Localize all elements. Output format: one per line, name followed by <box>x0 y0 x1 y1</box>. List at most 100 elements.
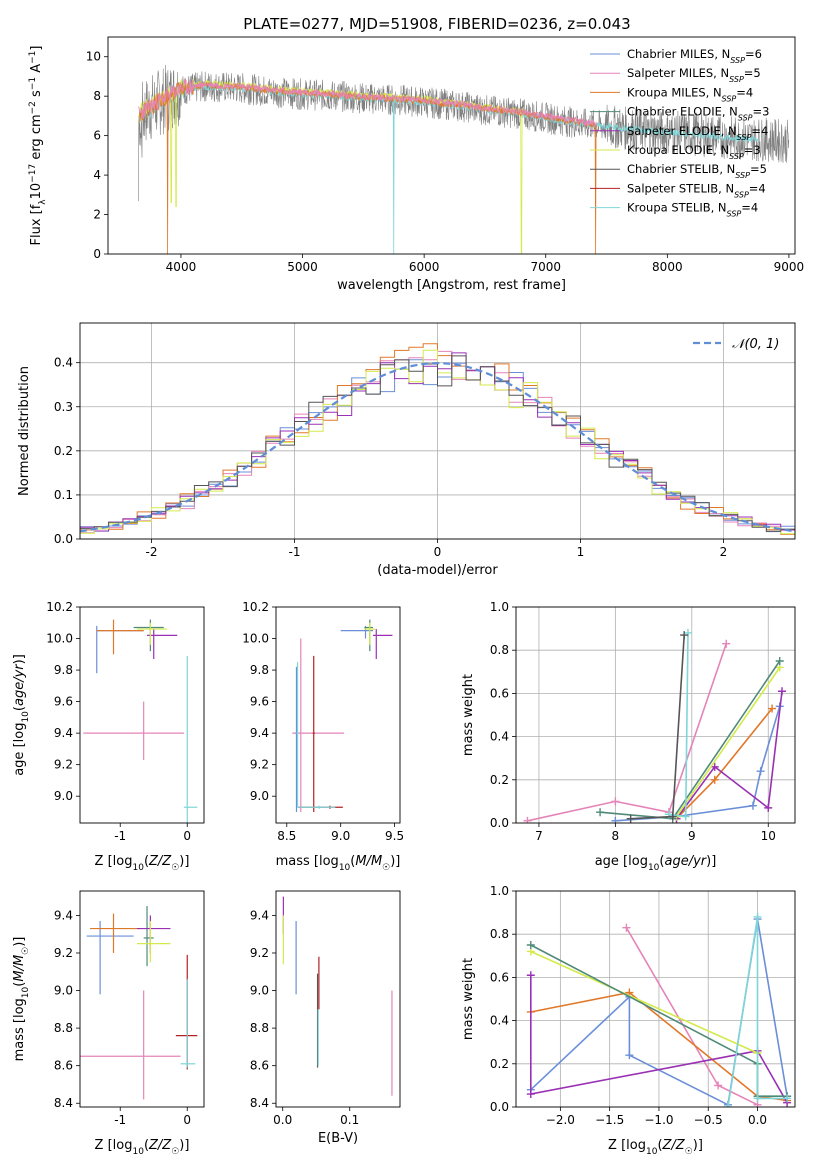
y-tick-label: 0.6 <box>490 686 509 700</box>
label-part: erg cm <box>29 114 44 163</box>
label-part: 10 <box>339 863 351 873</box>
label-part: ] <box>29 46 44 51</box>
y-tick-label: 8.8 <box>54 1021 73 1035</box>
x-axis-label: E(B-V) <box>318 1131 358 1146</box>
x-axis-label: wavelength [Angstrom, rest frame] <box>337 278 566 293</box>
x-tick-label: 1 <box>577 545 585 559</box>
y-tick-label: 1.0 <box>490 884 509 898</box>
mass-vs-ebv-panel: 0.0 0.1 8.4 8.6 8.8 9.0 9.2 9.4 E(B-V) <box>250 890 401 1146</box>
y-tick-label: 0.0 <box>490 1100 509 1114</box>
y-axis-label: mass weight <box>461 674 476 756</box>
axes-frame <box>79 322 796 540</box>
x-tick-label: 4000 <box>166 260 197 274</box>
data-point <box>625 1051 634 1060</box>
residual-histogram-panel: -2 -1 0 1 2 0.0 0.1 0.2 0.3 0.4 (data-model)/error… <box>17 322 796 578</box>
weight-line <box>675 691 783 820</box>
y-tick-label: 9.0 <box>250 984 269 998</box>
x-tick-label: 0.0 <box>748 1113 767 1127</box>
label-part: M/M <box>12 955 27 982</box>
x-tick-label: -1 <box>289 545 301 559</box>
y-tick-label: 1.0 <box>490 600 509 614</box>
label-part: 10 <box>132 863 144 873</box>
x-tick-label: 0 <box>183 829 191 843</box>
label-part: Flux [f <box>29 204 44 245</box>
x-tick-label: 6000 <box>409 260 440 274</box>
label-part: −2 <box>28 101 38 114</box>
x-axis-label: mass [log10(M/M☉)] <box>276 854 401 873</box>
y-tick-label: 9.4 <box>250 726 269 740</box>
data-point <box>714 1081 723 1090</box>
legend-label: Kroupa MILES, NSSP=4 <box>627 85 753 103</box>
data-point <box>523 816 532 823</box>
data-point <box>710 762 719 771</box>
label-part: 10 <box>29 183 44 200</box>
y-tick-label: 9.0 <box>54 789 73 803</box>
x-tick-label: 9 <box>688 829 696 843</box>
legend-label: Salpeter STELIB, NSSP=4 <box>627 181 766 199</box>
y-tick-label: 0.8 <box>490 927 509 941</box>
legend-label-suffix: =5 <box>744 66 761 80</box>
plot-area <box>292 619 393 812</box>
data-point <box>611 797 620 806</box>
x-axis-label: (data-model)/error <box>377 563 498 578</box>
y-tick-label: 8.8 <box>250 1021 269 1035</box>
y-axis-label: mass weight <box>461 958 476 1040</box>
data-point <box>622 923 631 932</box>
label-part: mass [log <box>276 854 339 869</box>
data-point <box>775 657 784 665</box>
y-tick-label: 8.4 <box>250 1096 269 1110</box>
y-tick-label: 8.4 <box>54 1096 73 1110</box>
y-tick-label: 9.0 <box>54 984 73 998</box>
legend-label-text: Salpeter STELIB, N <box>627 181 734 195</box>
legend-label-text: Kroupa STELIB, N <box>627 201 727 215</box>
x-axis-label: Z [log10(Z/Z☉)] <box>608 1138 703 1157</box>
weight-line <box>675 667 781 817</box>
y-tick-label: 0.1 <box>54 488 73 502</box>
legend-label: Salpeter MILES, NSSP=5 <box>627 66 761 84</box>
x-tick-label: 10 <box>761 829 776 843</box>
mass-vs-metallicity-panel: -1 08.48.68.89.09.29.4Z [log10(Z/Z☉)]mass… <box>12 890 205 1157</box>
x-tick-label: 0.0 <box>273 1113 292 1127</box>
plot-area <box>80 343 795 539</box>
data-point <box>764 803 773 812</box>
label-part: ( <box>350 854 355 869</box>
label-part: −17 <box>28 164 38 183</box>
x-tick-label: −1.5 <box>595 1113 624 1127</box>
data-point <box>778 687 787 696</box>
legend-label-sub: SSP <box>729 152 744 161</box>
legend-label-sub: SSP <box>729 75 744 84</box>
x-tick-label: −1.0 <box>644 1113 673 1127</box>
y-tick-label: 9.2 <box>54 946 73 960</box>
label-part: Z [log <box>95 854 133 869</box>
y-tick-label: 0.2 <box>490 773 509 787</box>
label-part: 10 <box>646 1147 658 1157</box>
label-part: )] <box>693 1138 703 1153</box>
legend-label-suffix: =5 <box>750 162 767 176</box>
label-part: age/yr <box>664 854 707 869</box>
data-point <box>768 704 777 713</box>
label-part: )] <box>12 654 27 664</box>
label-part: ( <box>144 854 149 869</box>
legend-label-suffix: =4 <box>751 124 768 138</box>
y-axis-label: age [log10(age/yr)] <box>12 654 31 776</box>
axes-frame <box>107 36 796 255</box>
histogram-step <box>80 355 795 539</box>
label-part: ( <box>144 1138 149 1153</box>
legend-label: Chabrier MILES, NSSP=6 <box>627 47 762 65</box>
label-part: λ <box>38 199 48 205</box>
y-tick-label: 9.6 <box>54 695 73 709</box>
y-tick-label: 0.6 <box>490 970 509 984</box>
y-tick-label: 9.4 <box>54 908 73 922</box>
plot-area <box>282 896 393 1096</box>
y-tick-label: 9.8 <box>54 663 73 677</box>
x-tick-label: 9000 <box>774 260 805 274</box>
legend-label-sub: SSP <box>737 132 752 141</box>
label-part: s <box>29 90 44 101</box>
legend-label-suffix: =4 <box>741 201 758 215</box>
legend-label-sub: SSP <box>735 171 750 180</box>
data-point <box>526 941 535 949</box>
data-point <box>748 801 757 810</box>
y-tick-label: 0.8 <box>490 643 509 657</box>
x-tick-label: -2 <box>146 545 158 559</box>
